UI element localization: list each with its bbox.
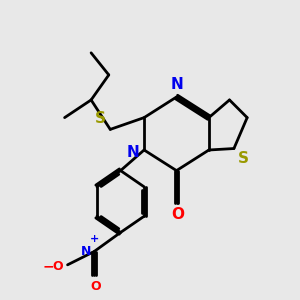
Text: S: S bbox=[95, 111, 106, 126]
Text: N: N bbox=[170, 77, 183, 92]
Text: S: S bbox=[238, 152, 249, 166]
Text: +: + bbox=[89, 234, 99, 244]
Text: O: O bbox=[52, 260, 63, 273]
Text: −: − bbox=[43, 259, 54, 273]
Text: O: O bbox=[90, 280, 101, 292]
Text: N: N bbox=[81, 245, 91, 258]
Text: N: N bbox=[127, 146, 140, 160]
Text: O: O bbox=[172, 207, 184, 222]
